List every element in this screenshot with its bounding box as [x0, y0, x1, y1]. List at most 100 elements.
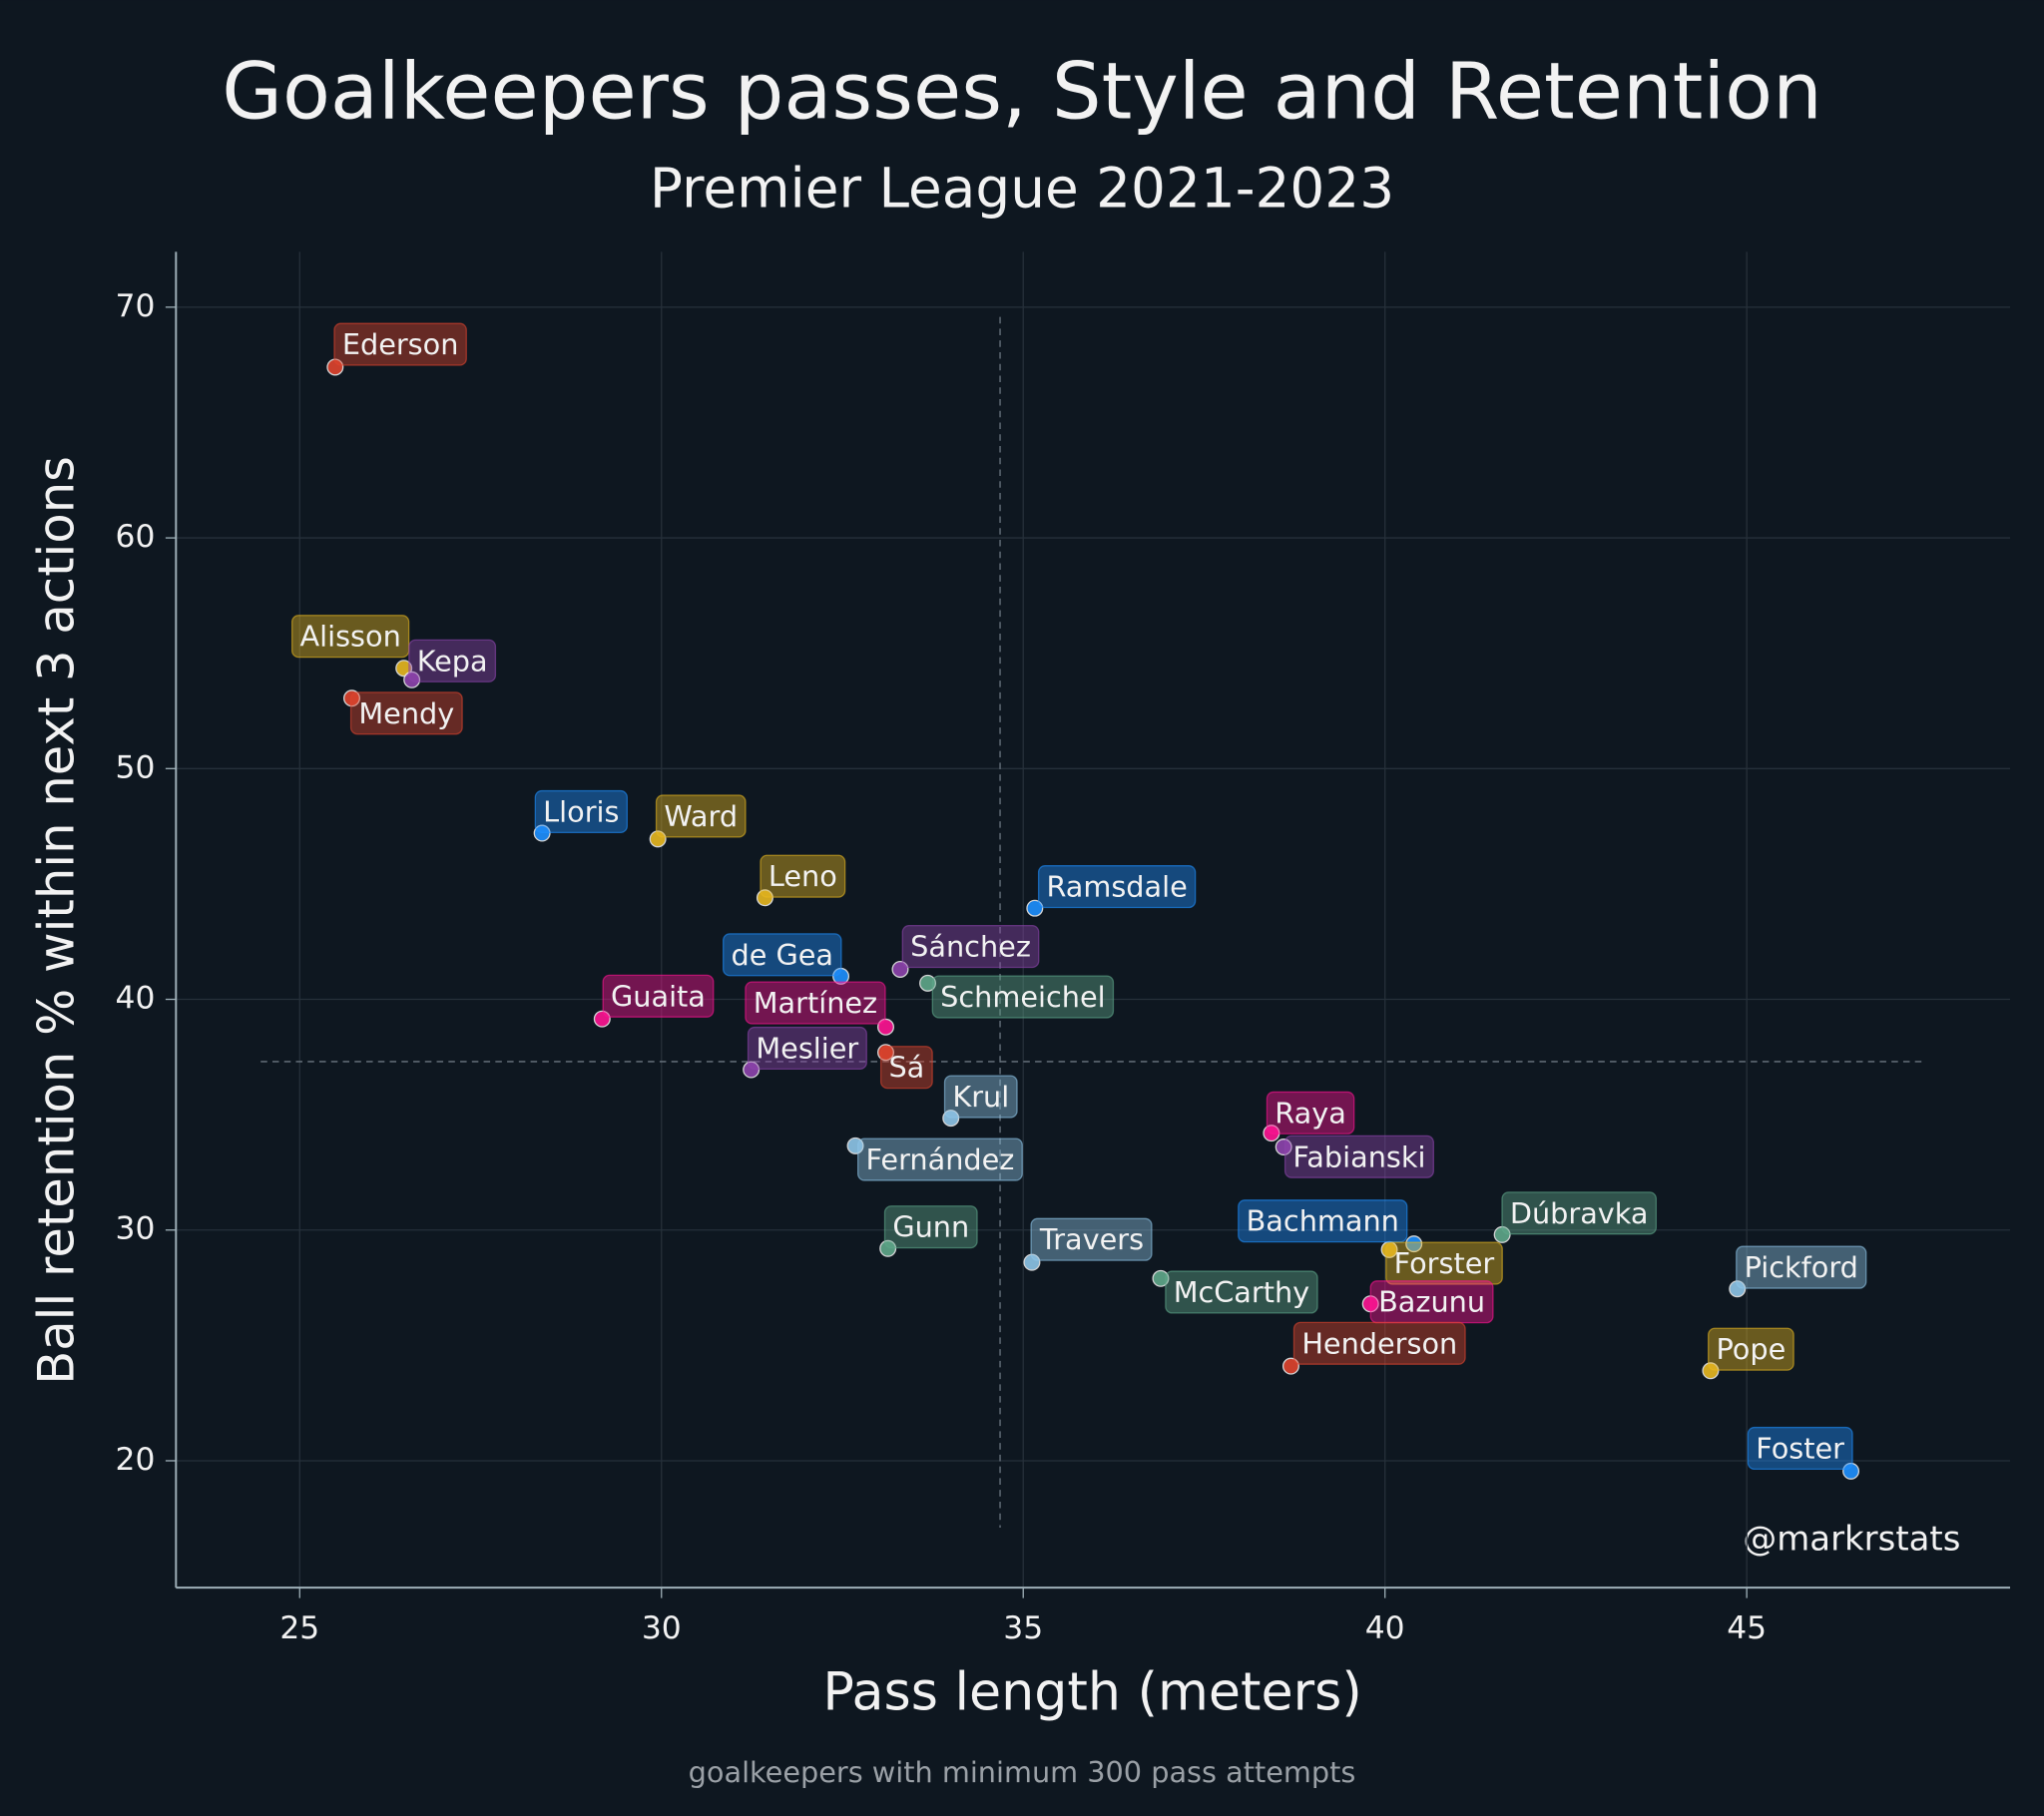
point-label-text: Lloris: [543, 794, 619, 828]
point: [649, 830, 667, 848]
point-label-text: Raya: [1275, 1096, 1346, 1130]
label-box: [349, 691, 463, 735]
chart-title: Goalkeepers passes, Style and Retention: [222, 46, 1822, 137]
point-label-text: Alisson: [299, 620, 400, 654]
y-tick-label: 70: [116, 288, 156, 324]
point-label: Martínez: [745, 981, 886, 1025]
credit: @markrstats: [1743, 1520, 1960, 1560]
x-tick-label: 40: [1365, 1610, 1405, 1646]
point-label: Lloris: [534, 789, 628, 834]
point-label-text: Gunn: [892, 1210, 969, 1244]
label-box: [1238, 1199, 1408, 1243]
point-label: Sánchez: [901, 924, 1040, 969]
point: [1275, 1138, 1292, 1155]
label-box: [534, 789, 628, 834]
point-label-text: Henderson: [1301, 1326, 1457, 1360]
point: [1842, 1462, 1860, 1480]
point: [1281, 1357, 1299, 1375]
y-axis-label: Ball retention % within next 3 actions: [28, 456, 86, 1385]
label-box: [901, 924, 1040, 969]
point-label: Sá: [879, 1046, 933, 1090]
point: [342, 689, 360, 707]
label-box: [722, 933, 842, 977]
point-label-text: Sá: [888, 1051, 924, 1085]
point-label: Fabianski: [1283, 1135, 1434, 1178]
point-label-text: Fabianski: [1292, 1139, 1425, 1173]
point-label: Fernández: [856, 1137, 1023, 1181]
x-tick-label: 35: [1003, 1610, 1043, 1646]
label-box: [943, 1075, 1018, 1119]
label-box: [1292, 1321, 1466, 1365]
y-tick-label: 50: [116, 749, 156, 785]
point-label: Henderson: [1292, 1321, 1466, 1365]
label-box: [1030, 1217, 1153, 1261]
point: [879, 1239, 897, 1257]
label-box: [856, 1137, 1023, 1181]
point-label-text: Ward: [664, 799, 738, 833]
point: [942, 1110, 960, 1128]
y-tick-label: 20: [116, 1442, 156, 1478]
label-box: [931, 975, 1115, 1019]
point-label: Gunn: [883, 1205, 978, 1249]
point-label: Schmeichel: [931, 975, 1115, 1019]
point-label: Forster: [1385, 1241, 1503, 1285]
point-label: Bachmann: [1238, 1199, 1408, 1243]
x-tick-label: 45: [1727, 1610, 1767, 1646]
x-tick-label: 30: [642, 1610, 682, 1646]
label-box: [1037, 865, 1197, 909]
point-label-text: Bazunu: [1378, 1285, 1485, 1319]
point-label: Meslier: [747, 1026, 867, 1071]
point: [395, 660, 413, 678]
label-box: [1266, 1091, 1355, 1135]
point-label-text: Travers: [1039, 1222, 1144, 1256]
point-label: Mendy: [349, 691, 463, 735]
point-label-text: Meslier: [756, 1031, 858, 1065]
point-label: Leno: [760, 854, 846, 898]
point-label-text: Pope: [1717, 1332, 1787, 1366]
y-tick-label: 60: [116, 519, 156, 555]
point-label-text: Fernández: [865, 1142, 1014, 1176]
point-label: Kepa: [408, 639, 497, 682]
point: [1023, 1253, 1041, 1271]
label-box: [747, 1026, 867, 1071]
point-label-text: Sánchez: [910, 930, 1031, 964]
point-label-text: Martínez: [754, 986, 877, 1020]
label-box: [655, 794, 747, 838]
point-label: Krul: [943, 1075, 1018, 1119]
label-box: [879, 1046, 933, 1090]
point-label: Ward: [655, 794, 747, 838]
point-label: McCarthy: [1165, 1270, 1318, 1314]
point-label-text: Dúbravka: [1510, 1196, 1649, 1230]
x-axis-label: Pass length (meters): [822, 1663, 1361, 1723]
point-label: Guaita: [602, 974, 715, 1018]
y-tick-label: 40: [116, 981, 156, 1017]
point-label: Travers: [1030, 1217, 1153, 1261]
point: [1152, 1269, 1170, 1287]
x-tick-label: 25: [279, 1610, 319, 1646]
point-label-text: Krul: [952, 1080, 1009, 1114]
point-label-text: Ederson: [342, 327, 459, 361]
point: [1405, 1235, 1423, 1253]
point-label-text: McCarthy: [1174, 1275, 1309, 1309]
point-label-text: Pickford: [1745, 1250, 1858, 1284]
label-box: [1747, 1426, 1853, 1471]
point-label-text: Ramsdale: [1046, 870, 1187, 904]
point-label-text: Forster: [1394, 1246, 1495, 1280]
point: [919, 974, 937, 992]
point-label: Alisson: [290, 615, 410, 659]
point-label: Raya: [1266, 1091, 1355, 1135]
label-box: [1283, 1135, 1434, 1178]
label-box: [1708, 1327, 1794, 1371]
label-box: [1165, 1270, 1318, 1314]
label-box: [333, 322, 467, 366]
label-box: [1501, 1191, 1658, 1235]
label-box: [745, 981, 886, 1025]
point-label-text: Schmeichel: [940, 980, 1105, 1014]
label-box: [760, 854, 846, 898]
point: [1729, 1280, 1747, 1298]
label-box: [408, 639, 497, 682]
y-tick-label: 30: [116, 1211, 156, 1247]
